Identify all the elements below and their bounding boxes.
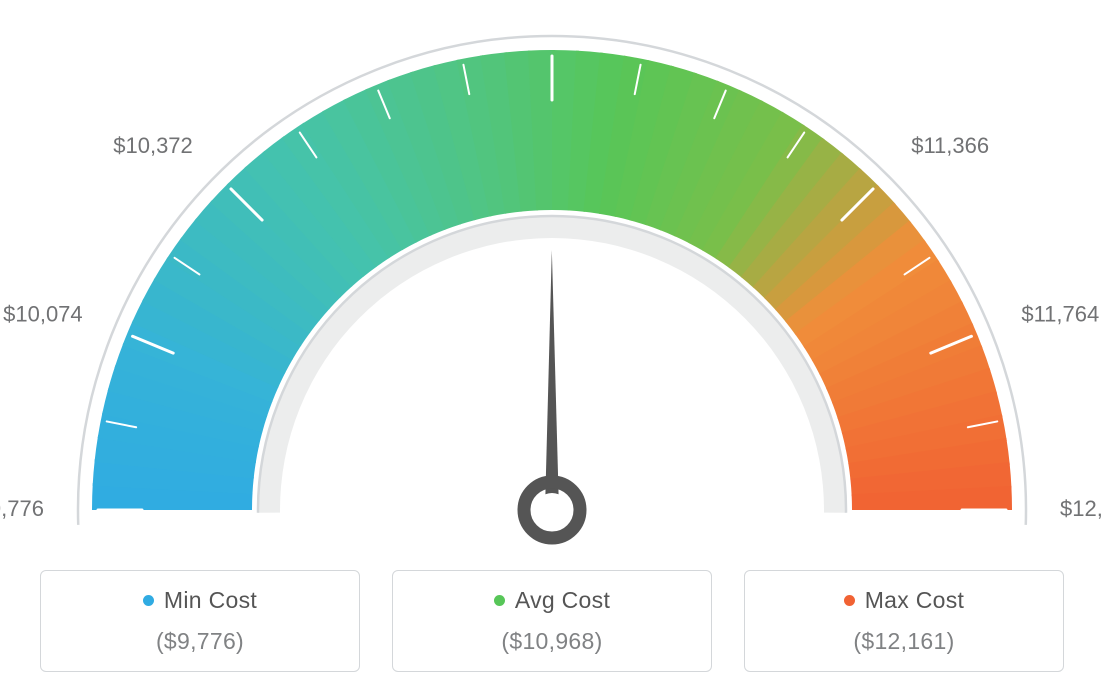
legend-value-min: ($9,776): [51, 628, 349, 655]
legend-label-avg: Avg Cost: [515, 587, 610, 614]
legend-dot-min: [143, 595, 154, 606]
legend-dot-max: [844, 595, 855, 606]
gauge-tick-label: $11,366: [911, 133, 989, 158]
legend-dot-avg: [494, 595, 505, 606]
legend-card-max: Max Cost ($12,161): [744, 570, 1064, 672]
legend-label-min: Min Cost: [164, 587, 257, 614]
gauge-tick-label: $11,764: [1021, 302, 1099, 327]
legend-row: Min Cost ($9,776) Avg Cost ($10,968) Max…: [0, 570, 1104, 672]
gauge-tick-label: $12,161: [1060, 496, 1104, 521]
gauge-tick-label: $10,968: [512, 0, 592, 1]
legend-label-max: Max Cost: [865, 587, 965, 614]
gauge-chart: $9,776 $10,074 $10,372 $10,968 $11,366 $11,76…: [0, 0, 1104, 560]
legend-value-max: ($12,161): [755, 628, 1053, 655]
legend-value-avg: ($10,968): [403, 628, 701, 655]
legend-card-avg: Avg Cost ($10,968): [392, 570, 712, 672]
legend-card-min: Min Cost ($9,776): [40, 570, 360, 672]
gauge-tick-label: $9,776: [0, 496, 44, 521]
gauge-tick-label: $10,074: [3, 302, 83, 327]
gauge-tick-label: $10,372: [113, 133, 193, 158]
